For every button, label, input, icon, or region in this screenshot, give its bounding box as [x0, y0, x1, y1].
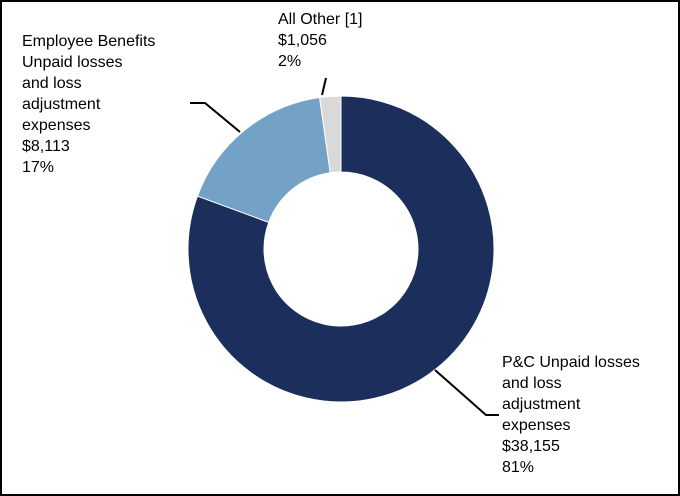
label-line: and loss	[502, 375, 562, 392]
label-line: adjustment	[502, 396, 581, 413]
label-line: All Other [1]	[278, 11, 363, 28]
label-line: P&C Unpaid losses	[502, 354, 640, 371]
slice-1	[196, 96, 331, 223]
leader-line-2	[321, 77, 327, 96]
slice-0	[187, 95, 495, 403]
slice-2	[319, 95, 342, 174]
label-line: expenses	[22, 117, 91, 134]
label-value: $1,056	[278, 32, 327, 49]
label-pc: P&C Unpaid losses and loss adjustment ex…	[502, 352, 640, 478]
leader-line-0	[434, 369, 499, 416]
label-employee-benefits: Employee Benefits Unpaid losses and loss…	[22, 31, 155, 178]
label-percent: 81%	[502, 459, 535, 476]
label-value: $8,113	[22, 138, 70, 155]
label-value: $38,155	[502, 438, 560, 455]
leader-line-1	[190, 102, 241, 133]
label-percent: 2%	[278, 53, 302, 70]
label-percent: 17%	[22, 159, 55, 176]
label-line: Unpaid losses	[22, 54, 123, 71]
label-line: and loss	[22, 75, 82, 92]
label-line: Employee Benefits	[22, 33, 156, 50]
label-line: expenses	[502, 417, 571, 434]
label-all-other: All Other [1] $1,056 2%	[278, 9, 362, 72]
label-line: adjustment	[22, 96, 101, 113]
